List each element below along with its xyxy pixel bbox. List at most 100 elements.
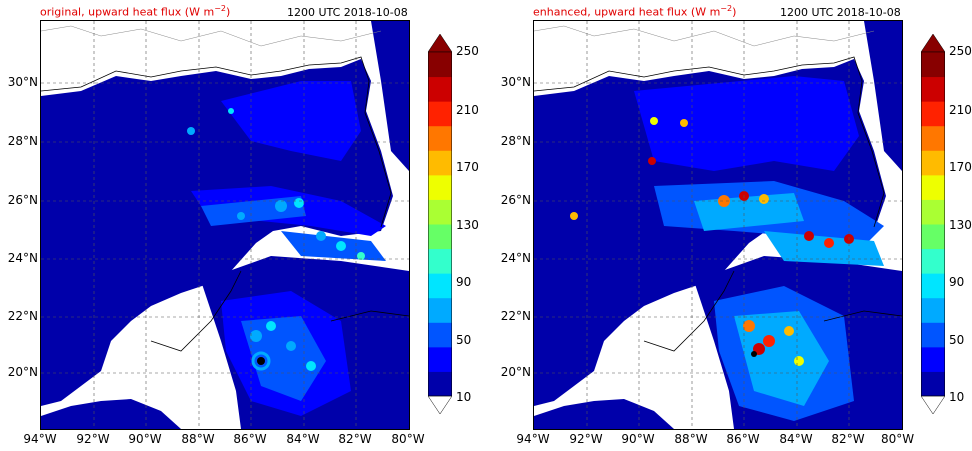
colorbar — [921, 34, 945, 414]
flux-cell — [306, 361, 316, 371]
atlantic-ocean — [864, 21, 902, 171]
colorbar-swatch — [921, 248, 945, 274]
colorbar-extend-max — [428, 34, 452, 53]
flux-cell — [250, 330, 262, 342]
map-enhanced — [533, 20, 903, 430]
lon-label: 80°W — [881, 432, 915, 446]
lon-label: 92°W — [76, 432, 110, 446]
hurricane-eye — [257, 357, 265, 365]
heat-flux-map — [41, 21, 409, 429]
colorbar-extend-max — [921, 34, 945, 53]
colorbar-swatch — [921, 199, 945, 225]
flux-cell — [294, 198, 304, 208]
flux-cell — [237, 212, 245, 220]
lon-label: 90°W — [621, 432, 655, 446]
colorbar-label: 50 — [456, 333, 472, 347]
colorbar-border — [921, 51, 945, 397]
colorbar-label: 10 — [949, 390, 965, 404]
colorbar-swatch — [921, 273, 945, 299]
panel-time: 1200 UTC 2018-10-08 — [780, 6, 901, 19]
title-sup: −2 — [214, 4, 226, 13]
lat-label: 22°N — [7, 309, 38, 323]
lat-label: 26°N — [7, 193, 38, 207]
flux-cell — [680, 119, 688, 127]
flux-cell — [187, 127, 195, 135]
gridlines — [534, 21, 902, 429]
colorbar-swatch — [428, 199, 452, 225]
colorbar-label: 250 — [456, 44, 479, 58]
colorbar — [428, 34, 452, 414]
colorbar-swatch — [921, 297, 945, 323]
flux-cell — [824, 238, 834, 248]
colorbar-label: 130 — [456, 218, 479, 232]
flux-cell — [650, 117, 658, 125]
flux-cell — [570, 212, 578, 220]
lon-label: 90°W — [128, 432, 162, 446]
lon-label: 80°W — [391, 432, 425, 446]
cuba-coast — [330, 310, 409, 322]
flux-cell — [275, 200, 287, 212]
lon-label: 82°W — [831, 432, 865, 446]
colorbar-label: 90 — [456, 275, 472, 289]
flux-cell — [357, 252, 365, 260]
flux-cell — [266, 321, 276, 331]
yucatan-coast — [643, 270, 735, 352]
colorbar-swatch — [428, 76, 452, 102]
flux-cell — [718, 195, 730, 207]
lat-label: 28°N — [500, 134, 531, 148]
flux-cell — [286, 341, 296, 351]
lat-label: 24°N — [7, 251, 38, 265]
colorbar-swatch — [428, 224, 452, 250]
title-sup: −2 — [720, 4, 733, 13]
yucatan-coast — [150, 270, 242, 352]
lat-label: 30°N — [500, 75, 531, 89]
lat-label: 20°N — [500, 365, 531, 379]
hurricane-eye — [751, 351, 757, 357]
colorbar-swatch — [921, 174, 945, 200]
colorbar-swatch — [428, 150, 452, 176]
lat-label: 22°N — [500, 309, 531, 323]
title-text: original, upward heat flux (W m — [40, 5, 215, 19]
colorbar-swatch — [428, 322, 452, 348]
colorbar-label: 10 — [456, 390, 472, 404]
flux-cell — [763, 335, 775, 347]
colorbar-swatch — [428, 273, 452, 299]
lon-label: 82°W — [338, 432, 372, 446]
bottom-ocean — [534, 399, 674, 429]
flux-cell — [648, 157, 656, 165]
title-close: ) — [732, 5, 737, 19]
lon-label: 84°W — [286, 432, 320, 446]
panel-title: original, upward heat flux (W m−2) — [40, 4, 230, 19]
map-original — [40, 20, 410, 430]
flux-cell — [316, 231, 326, 241]
panel-time: 1200 UTC 2018-10-08 — [287, 6, 408, 19]
colorbar-label: 210 — [949, 103, 972, 117]
flux-region — [734, 311, 829, 406]
flux-cell — [336, 241, 346, 251]
colorbar-swatch — [428, 346, 452, 372]
colorbar-extend-min — [428, 395, 452, 414]
lon-label: 88°W — [674, 432, 708, 446]
flux-region — [764, 231, 884, 266]
lon-label: 94°W — [516, 432, 550, 446]
panel-enhanced: enhanced, upward heat flux (W m−2) 1200 … — [493, 0, 972, 451]
colorbar-svg — [428, 34, 452, 414]
flux-cell — [784, 326, 794, 336]
title-text: enhanced, upward heat flux (W m — [533, 5, 721, 19]
state-border — [534, 25, 875, 47]
colorbar-swatch — [428, 248, 452, 274]
colorbar-swatch — [921, 101, 945, 127]
title-close: ) — [225, 5, 231, 19]
colorbar-swatch — [428, 52, 452, 78]
colorbar-swatch — [921, 322, 945, 348]
lat-label: 20°N — [7, 365, 38, 379]
lat-label: 24°N — [500, 251, 531, 265]
colorbar-label: 170 — [949, 160, 972, 174]
bottom-ocean — [41, 399, 181, 429]
lon-label: 94°W — [23, 432, 57, 446]
colorbar-swatch — [428, 101, 452, 127]
lon-label: 88°W — [181, 432, 215, 446]
colorbar-border — [428, 51, 452, 397]
colorbar-swatch — [428, 174, 452, 200]
colorbar-swatch — [428, 371, 452, 397]
